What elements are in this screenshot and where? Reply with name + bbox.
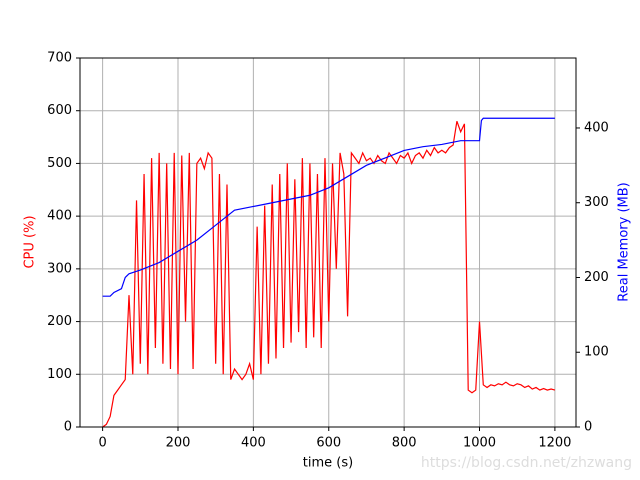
y2-tick-label: 400 [584, 120, 609, 135]
y-axis-label: CPU (%) [23, 215, 38, 268]
y-tick-label: 100 [47, 367, 72, 382]
y2-tick-label: 100 [584, 345, 609, 360]
y2-axis-label: Real Memory (MB) [617, 182, 632, 301]
x-tick-label: 1000 [463, 436, 496, 451]
series-line [102, 117, 555, 297]
y-tick-label: 400 [47, 209, 72, 224]
x-tick-label: 1200 [538, 436, 571, 451]
x-tick-label: 600 [316, 436, 341, 451]
y-tick-label: 600 [47, 103, 72, 118]
x-tick-label: 0 [98, 436, 106, 451]
y-tick-label: 200 [47, 314, 72, 329]
y2-tick-label: 0 [584, 420, 592, 435]
y-tick-label: 500 [47, 156, 72, 171]
x-tick-label: 800 [392, 436, 417, 451]
y-tick-label: 700 [47, 51, 72, 66]
y2-tick-label: 200 [584, 270, 609, 285]
y-tick-label: 300 [47, 261, 72, 276]
watermark: https://blog.csdn.net/zhzwang [421, 455, 632, 471]
x-tick-label: 400 [241, 436, 266, 451]
x-axis-label: time (s) [303, 456, 353, 471]
series-line [102, 121, 556, 428]
y2-tick-label: 300 [584, 195, 609, 210]
plot-frame [79, 57, 577, 428]
x-tick-label: 200 [166, 436, 191, 451]
y-tick-label: 0 [64, 420, 72, 435]
